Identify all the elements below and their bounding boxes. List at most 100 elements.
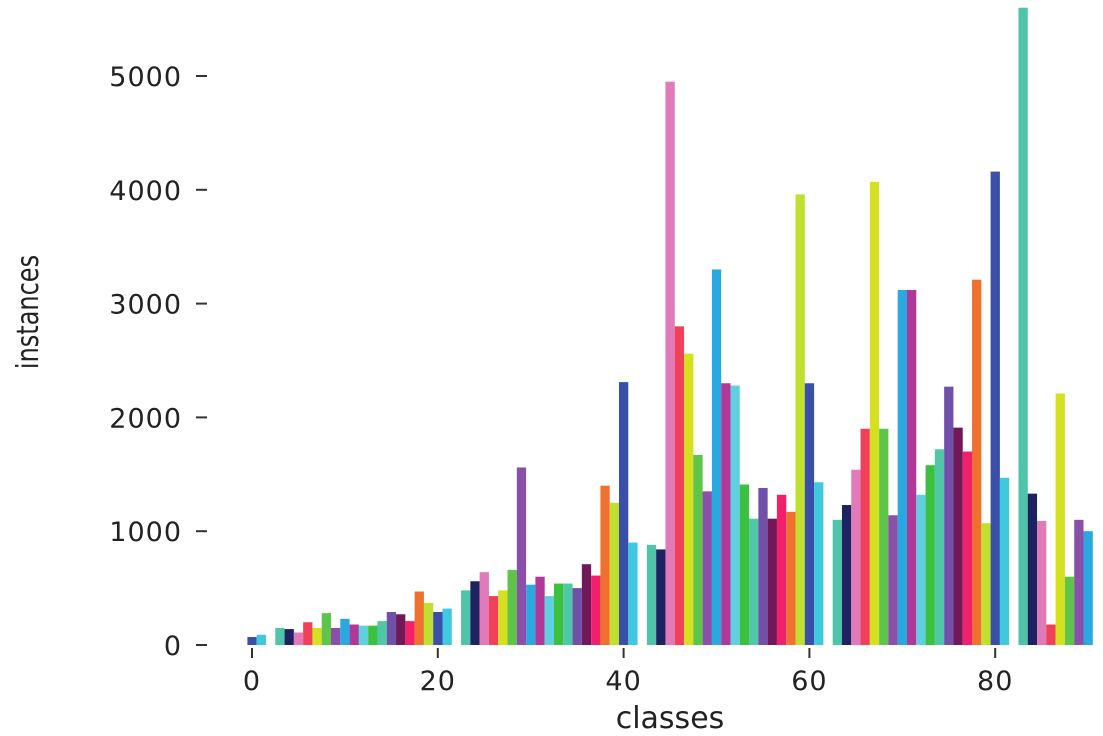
x-tick-label: 20: [420, 666, 456, 697]
bar-class-48: [693, 454, 703, 645]
bar-class-35: [572, 588, 582, 645]
bar-class-67: [869, 181, 880, 646]
bar-class-5: [293, 632, 304, 645]
bar-class-50: [711, 269, 722, 645]
bar-class-31: [535, 576, 545, 645]
y-tick-label: 1000: [109, 517, 182, 548]
bar-class-38: [600, 485, 610, 645]
bar-class-26: [488, 596, 499, 645]
bar-class-69: [888, 515, 898, 645]
bar-class-90: [1083, 531, 1093, 645]
bar-class-37: [591, 575, 601, 645]
bar-class-84: [1027, 493, 1038, 645]
x-tick-label: 40: [605, 666, 641, 697]
bar-class-51: [721, 383, 731, 645]
bar-class-30: [526, 584, 536, 645]
bar-class-15: [386, 611, 397, 645]
bar-class-7: [312, 627, 322, 645]
bar-class-27: [498, 590, 508, 645]
bar-class-10: [340, 618, 350, 645]
bar-class-32: [544, 596, 554, 645]
bar-class-74: [934, 449, 945, 645]
x-axis-label: classes: [616, 701, 725, 736]
bar-class-54: [749, 518, 759, 645]
bar-class-79: [981, 523, 991, 645]
bar-class-11: [349, 624, 359, 645]
bar-class-66: [860, 428, 870, 645]
bar-class-81: [999, 477, 1010, 645]
bar-class-13: [368, 625, 378, 645]
bar-class-72: [916, 494, 926, 645]
bar-class-85: [1037, 520, 1047, 645]
bar-class-39: [609, 502, 620, 645]
bar-class-83: [1018, 7, 1028, 646]
bar-class-8: [321, 613, 332, 645]
y-axis-ticks: 0 1000 2000 3000 4000 5000: [109, 62, 207, 662]
bar-class-75: [944, 386, 954, 645]
bar-class-57: [776, 494, 787, 645]
bar-class-23: [461, 590, 471, 645]
bar-class-46: [674, 326, 685, 645]
bar-class-43: [646, 544, 657, 645]
bar-class-19: [423, 602, 434, 645]
y-tick-label: 3000: [109, 290, 182, 321]
bar-class-86: [1046, 624, 1056, 645]
bar-class-24: [470, 581, 480, 645]
bar-class-16: [396, 614, 406, 645]
bar-class-40: [619, 382, 629, 645]
bar-class-17: [405, 621, 415, 645]
x-tick-label: 60: [791, 666, 827, 697]
bar-class-53: [739, 484, 750, 645]
bar-class-29: [516, 467, 527, 645]
bar-class-6: [303, 622, 313, 645]
bar-class-59: [795, 194, 805, 646]
x-tick-label: 0: [243, 666, 261, 697]
bar-class-34: [563, 583, 573, 645]
bars-group: [247, 7, 1093, 646]
bar-class-44: [656, 549, 666, 645]
bar-class-65: [851, 469, 861, 645]
bar-class-4: [284, 629, 294, 645]
bar-class-12: [358, 625, 369, 645]
bar-class-80: [990, 171, 1000, 646]
bar-class-64: [841, 505, 852, 645]
bar-class-77: [962, 451, 973, 645]
bar-class-1: [256, 634, 266, 645]
bar-class-20: [433, 611, 443, 645]
x-tick-label: 80: [977, 666, 1013, 697]
bar-class-52: [730, 385, 740, 645]
bar-class-89: [1074, 519, 1084, 645]
bar-class-14: [377, 621, 387, 645]
bar-class-61: [814, 482, 824, 645]
bar-class-9: [331, 627, 341, 645]
bar-class-41: [628, 542, 638, 645]
bar-class-0: [247, 637, 257, 645]
bar-class-56: [767, 518, 777, 645]
bar-class-49: [702, 491, 712, 645]
bar-class-55: [758, 487, 768, 645]
bar-class-60: [804, 383, 815, 645]
y-tick-label: 2000: [109, 403, 182, 434]
y-tick-label: 0: [164, 631, 182, 662]
bar-class-36: [581, 564, 592, 645]
bar-class-47: [684, 353, 694, 645]
bar-class-28: [507, 569, 517, 645]
bar-class-45: [665, 81, 675, 645]
bar-class-76: [953, 427, 963, 645]
y-tick-label: 5000: [109, 62, 182, 93]
bar-class-58: [786, 511, 796, 645]
y-axis-label: instances: [11, 255, 45, 369]
bar-class-71: [906, 289, 917, 645]
bar-class-88: [1064, 576, 1075, 645]
bar-class-70: [897, 289, 907, 645]
bar-class-21: [442, 608, 452, 645]
bar-class-68: [879, 428, 889, 645]
x-axis-ticks: 0 20 40 60 80: [243, 648, 1013, 697]
bar-class-18: [414, 591, 424, 645]
bar-class-73: [925, 465, 935, 645]
bar-class-3: [275, 627, 285, 645]
bar-class-63: [832, 519, 842, 645]
bar-class-87: [1055, 393, 1065, 645]
bar-class-33: [553, 583, 564, 645]
